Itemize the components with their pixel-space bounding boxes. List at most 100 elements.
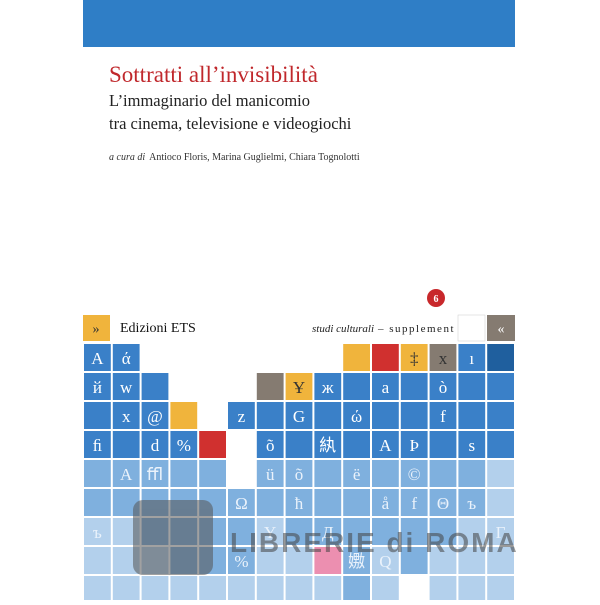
- tile: [429, 547, 457, 574]
- tile-glyph: ъ: [467, 494, 476, 513]
- tile-glyph: A: [120, 465, 133, 484]
- tile: [285, 402, 313, 429]
- tile: [199, 431, 226, 458]
- tile: [314, 431, 342, 458]
- header-tile: [487, 315, 515, 341]
- tile: [400, 547, 428, 574]
- tile-glyph: ж: [321, 378, 334, 397]
- tile: [487, 489, 514, 516]
- tile-glyph: G: [293, 407, 305, 426]
- tile-glyph: ﬁ: [93, 436, 103, 455]
- tile: [343, 489, 370, 516]
- tile-glyph: ъ: [93, 523, 102, 542]
- tile: [285, 576, 313, 603]
- tile: [141, 460, 169, 487]
- tile: [343, 576, 370, 603]
- tile: [400, 402, 428, 429]
- tile-glyph: õ: [266, 436, 275, 455]
- tile-glyph: Ұ: [293, 378, 305, 397]
- tile: [343, 344, 370, 371]
- tile-glyph: x: [439, 349, 448, 368]
- tile: [343, 518, 370, 545]
- tile: [400, 373, 428, 400]
- tile: [256, 402, 284, 429]
- tile: [372, 402, 399, 429]
- tile: [458, 402, 486, 429]
- editors: Antioco Floris, Marina Guglielmi, Chiara…: [149, 152, 360, 163]
- tile: [343, 547, 370, 574]
- tile-glyph: ħ: [295, 494, 304, 513]
- tile: [458, 547, 486, 574]
- tile-glyph: Г: [496, 523, 506, 542]
- tile: [343, 373, 370, 400]
- tile: [84, 344, 111, 371]
- tile: [429, 431, 457, 458]
- tile: [400, 460, 428, 487]
- volume-badge: [427, 289, 445, 307]
- tile: [112, 460, 140, 487]
- subtitle: L’immaginario del manicomio: [109, 91, 310, 110]
- tile: [228, 576, 255, 603]
- tile: [84, 489, 111, 516]
- tile: [458, 431, 486, 458]
- tile-glyph: Θ: [437, 494, 449, 513]
- tile: [487, 576, 514, 603]
- tile: [285, 489, 313, 516]
- tile: [199, 460, 226, 487]
- tile: [170, 402, 198, 429]
- tile: [487, 547, 514, 574]
- top-band: [83, 0, 515, 47]
- tile: [141, 373, 169, 400]
- tile: [256, 460, 284, 487]
- header-tile: [83, 315, 110, 341]
- tile: [487, 431, 514, 458]
- tile: [372, 460, 399, 487]
- tile-glyph: d: [151, 436, 160, 455]
- tile: [314, 547, 342, 574]
- tile-glyph: Д: [322, 523, 334, 542]
- tile: [112, 344, 140, 371]
- watermark-icon: [133, 500, 213, 575]
- tile: [487, 344, 514, 371]
- tile: [112, 373, 140, 400]
- tile: [228, 489, 255, 516]
- tile: [487, 373, 514, 400]
- tile-glyph: ı: [469, 349, 474, 368]
- header-tile: [457, 314, 486, 342]
- tile: [256, 547, 284, 574]
- tile-glyph: ë: [353, 465, 361, 484]
- tile: [84, 576, 111, 603]
- tile: [314, 460, 342, 487]
- tile: [487, 518, 514, 545]
- tile: [458, 344, 486, 371]
- publisher: Edizioni ETS: [120, 321, 196, 336]
- tile: [285, 518, 313, 545]
- arrow-left: »: [93, 322, 100, 337]
- tile-glyph: ‡: [410, 349, 419, 368]
- tile: [372, 344, 399, 371]
- arrow-right: «: [498, 322, 505, 337]
- tile-glyph: 紈: [319, 436, 336, 455]
- tile: [141, 431, 169, 458]
- tile: [199, 576, 226, 603]
- tile: [372, 373, 399, 400]
- tile-glyph: ©: [408, 465, 421, 484]
- tile-glyph: @: [147, 407, 163, 426]
- series: studi culturali – supplement: [312, 323, 455, 335]
- tile: [458, 518, 486, 545]
- title: Sottratti all’invisibilità: [109, 62, 318, 87]
- tile-glyph: õ: [295, 465, 304, 484]
- tile: [429, 518, 457, 545]
- tile-glyph: w: [120, 378, 133, 397]
- tile: [372, 431, 399, 458]
- tile-glyph: ά: [122, 349, 131, 368]
- tile: [285, 460, 313, 487]
- tile: [141, 402, 169, 429]
- tile: [84, 547, 111, 574]
- tile-glyph: x: [122, 407, 131, 426]
- volume-number: 6: [434, 294, 439, 305]
- tile-glyph: å: [382, 494, 390, 513]
- tile: [112, 576, 140, 603]
- tile-glyph: A: [379, 436, 392, 455]
- tile: [170, 576, 198, 603]
